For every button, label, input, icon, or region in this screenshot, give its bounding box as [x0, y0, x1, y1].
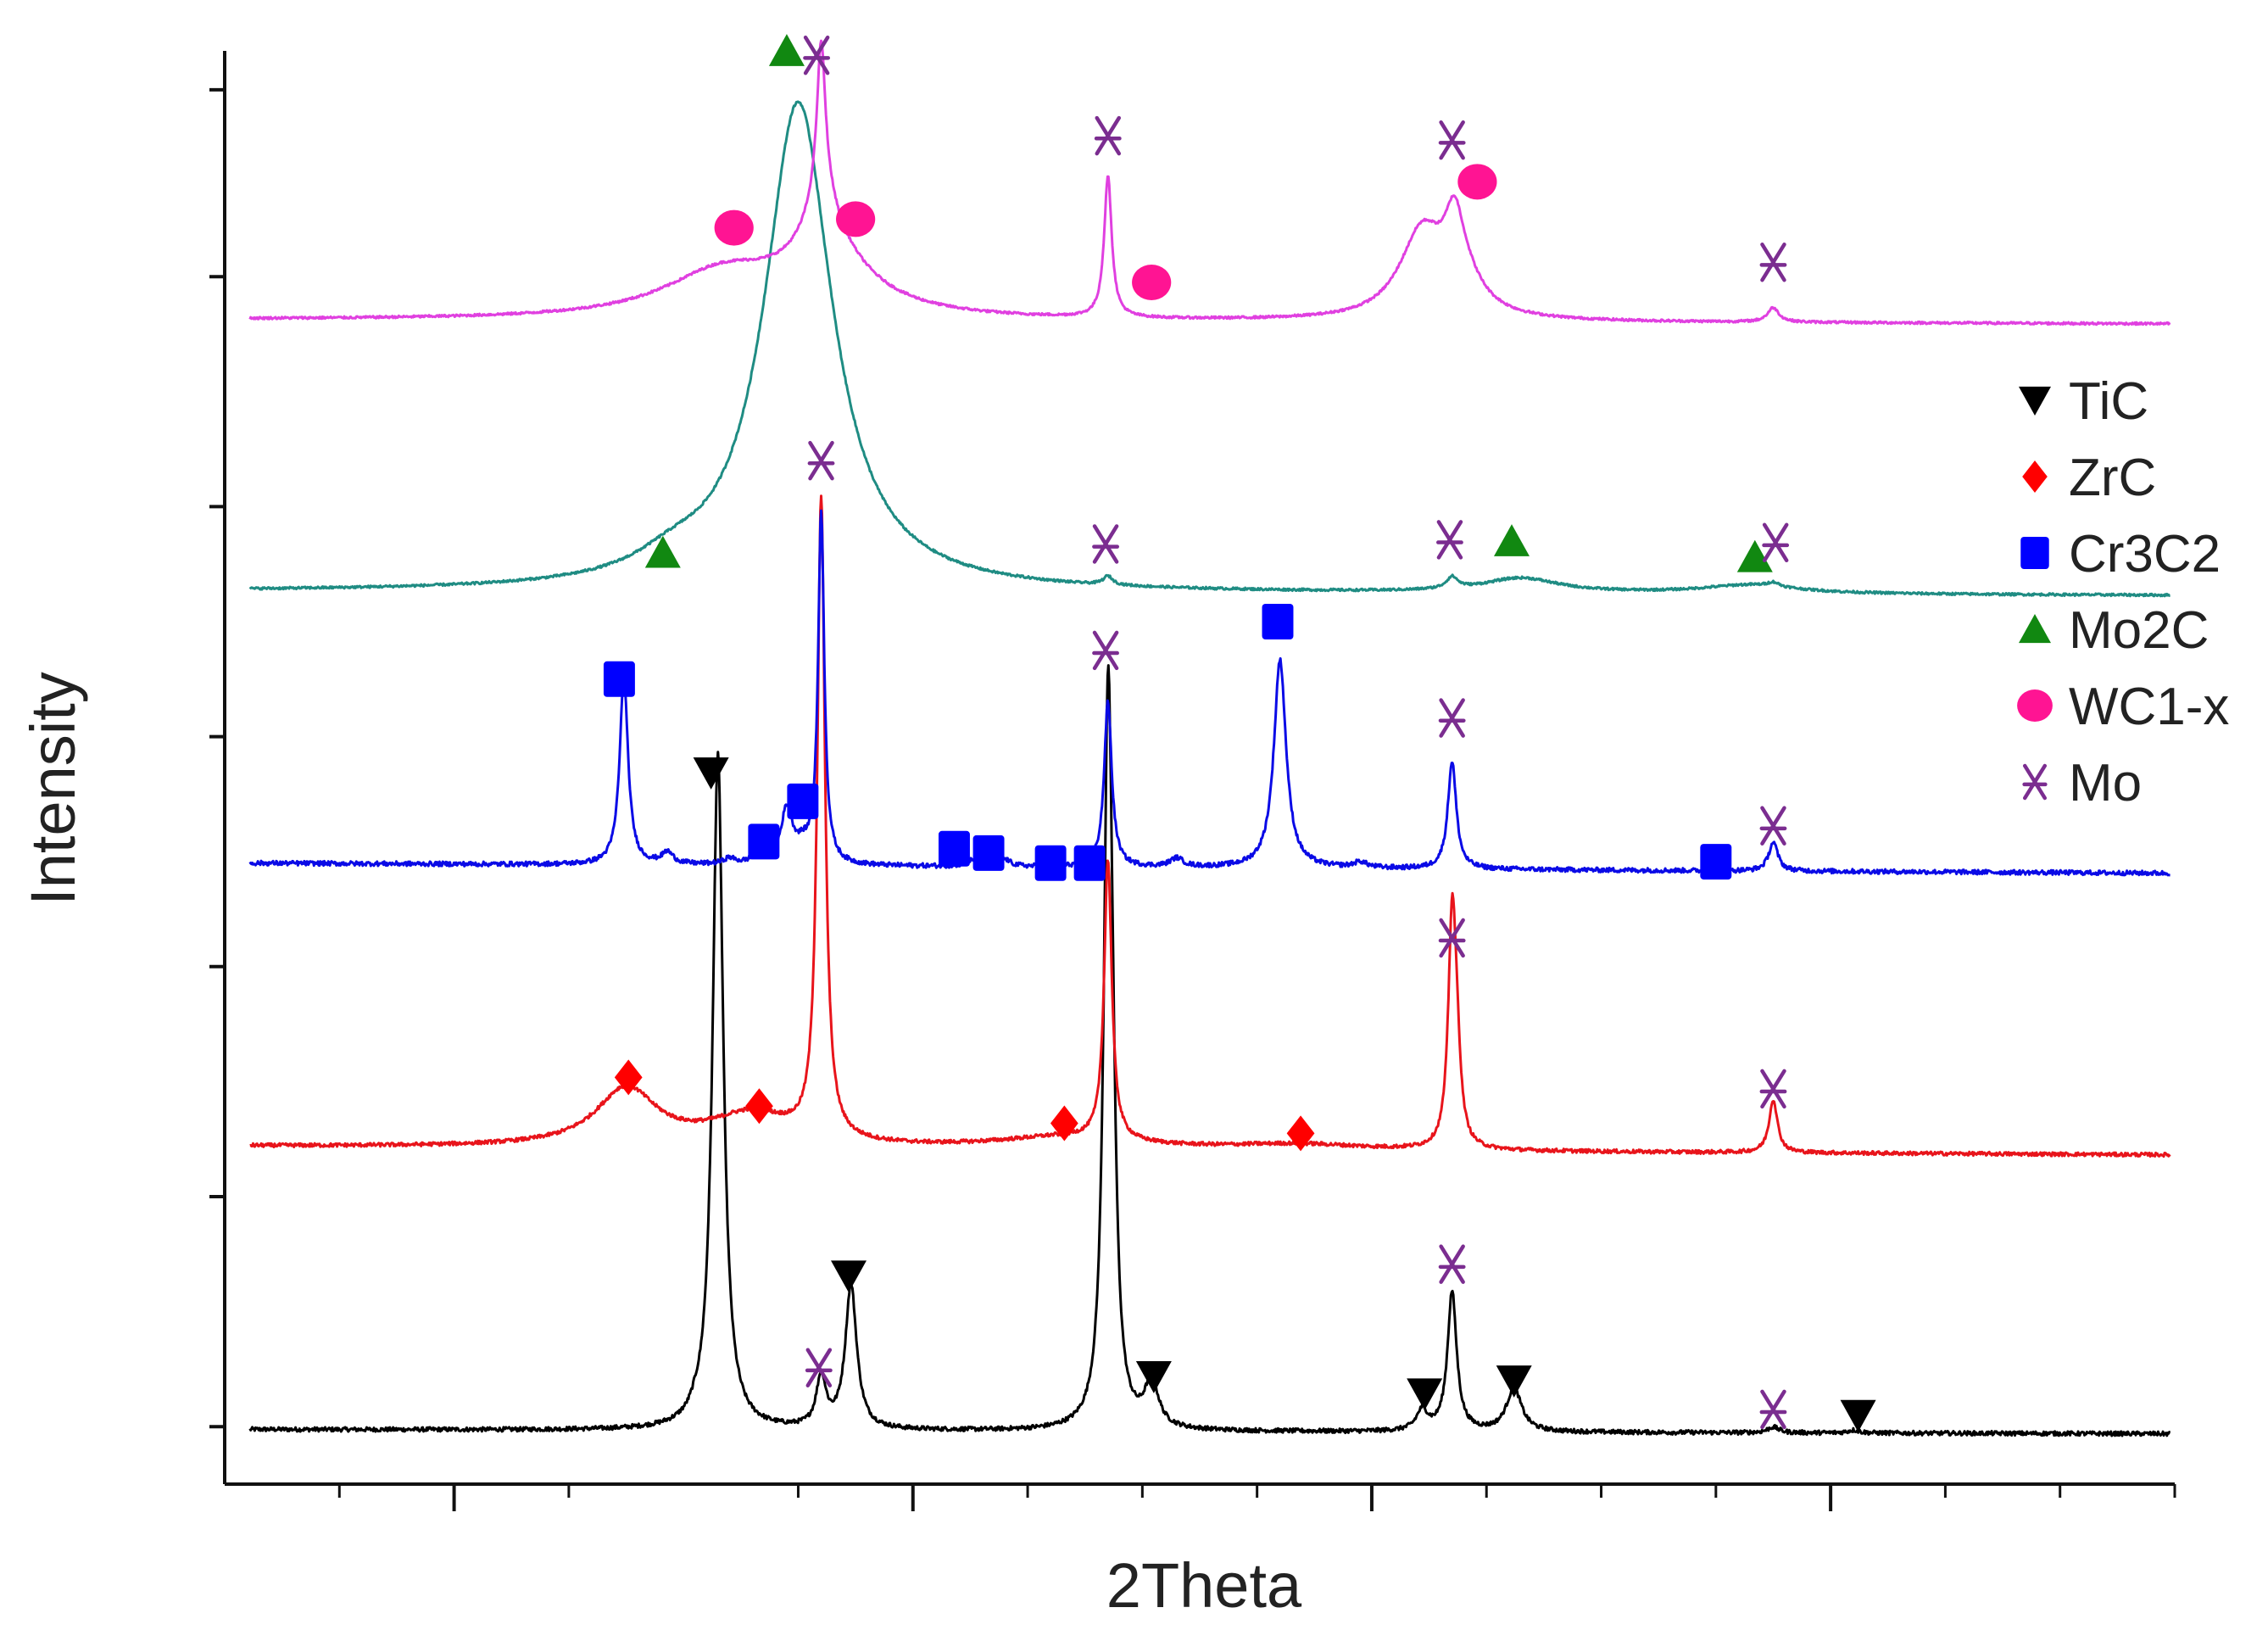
legend-marker-wc1-x [2017, 689, 2053, 722]
marker-mo-14-stroke [1439, 918, 1465, 958]
marker-tic-1 [693, 757, 729, 790]
x-axis-title: 2Theta [1106, 1550, 1302, 1621]
legend-label-wc1-x: WC1-x [2069, 678, 2229, 736]
marker-cr3c2-23 [1262, 604, 1294, 639]
legend-label-cr3c2: Cr3C2 [2069, 525, 2221, 583]
series-layer [248, 39, 2171, 1437]
marker-mo-26 [1438, 698, 1466, 738]
marker-mo-43 [1759, 243, 1787, 282]
marker-zrc-12 [1050, 1105, 1078, 1142]
marker-mo-34 [1762, 522, 1790, 563]
marker-mo-33 [1436, 520, 1463, 560]
marker-mo-26-stroke [1439, 698, 1465, 738]
legend: TiC ZrC Cr3C2 Mo2C WC1-x Mo [2017, 372, 2229, 812]
marker-mo2c-29 [1494, 524, 1530, 556]
marker-mo-7-stroke [805, 1348, 833, 1387]
marker-zrc-13 [1286, 1115, 1315, 1152]
legend-marker-zrc [2022, 461, 2048, 493]
marker-mo-25-stroke [1092, 630, 1119, 671]
marker-cr3c2-17 [748, 823, 780, 860]
marker-mo-41-stroke [1095, 115, 1122, 156]
axes [209, 51, 2176, 1511]
marker-mo-32 [1092, 524, 1119, 564]
marker-cr3c2-18 [787, 783, 819, 819]
legend-marker-mo-stroke [2022, 763, 2048, 801]
marker-tic-5 [1496, 1365, 1532, 1398]
legend-marker-mo [2022, 763, 2048, 801]
marker-tic-6 [1840, 1399, 1876, 1432]
marker-mo-36 [803, 35, 831, 75]
marker-mo-32-stroke [1092, 524, 1119, 564]
marker-mo-25 [1092, 630, 1119, 671]
marker-mo-27-stroke [1760, 806, 1786, 846]
marker-tic-3 [1135, 1361, 1172, 1393]
marker-mo-34-stroke [1762, 522, 1789, 563]
marker-mo-41 [1094, 115, 1122, 156]
legend-marker-mo2c [2019, 613, 2051, 644]
marker-mo2c-28 [644, 535, 681, 568]
legend-label-mo: Mo [2069, 754, 2142, 812]
legend-label-mo2c: Mo2C [2069, 601, 2209, 660]
legend-label-zrc: ZrC [2069, 449, 2156, 507]
marker-mo-7 [805, 1348, 833, 1387]
marker-wc1-x-39 [1132, 264, 1172, 300]
marker-mo-31-stroke [808, 440, 834, 481]
marker-cr3c2-19 [938, 830, 970, 867]
marker-mo-15-stroke [1760, 1069, 1786, 1109]
marker-tic-4 [1407, 1378, 1443, 1411]
marker-mo-27 [1759, 806, 1787, 846]
series-line-2 [249, 494, 2171, 1158]
marker-mo-42-stroke [1439, 120, 1465, 160]
marker-mo-14 [1438, 918, 1466, 958]
marker-wc1-x-40 [1457, 164, 1497, 200]
marker-mo-9 [1759, 1389, 1787, 1430]
series-line-4 [248, 100, 2171, 598]
marker-cr3c2-21 [1034, 845, 1067, 881]
marker-mo-9-stroke [1760, 1389, 1786, 1430]
legend-marker-tic [2019, 386, 2051, 416]
legend-marker-cr3c2 [2020, 537, 2049, 569]
marker-cr3c2-22 [1073, 845, 1106, 881]
marker-zrc-10 [614, 1059, 643, 1096]
marker-mo2c-30 [1736, 539, 1773, 572]
marker-cr3c2-20 [972, 835, 1005, 871]
marker-wc1-x-37 [714, 209, 754, 246]
marker-mo-36-stroke [803, 35, 830, 75]
legend-label-tic: TiC [2069, 372, 2148, 431]
series-line-1 [248, 664, 2171, 1437]
marker-cr3c2-16 [603, 661, 635, 697]
marker-mo-42 [1438, 120, 1466, 160]
series-line-5 [248, 39, 2171, 327]
marker-mo-31 [807, 440, 835, 481]
marker-mo-33-stroke [1436, 520, 1463, 560]
series-line-3 [248, 509, 2171, 877]
phase-marker-layer [603, 34, 1876, 1432]
y-axis-title: Intensity [18, 672, 88, 906]
marker-cr3c2-24 [1700, 844, 1732, 880]
marker-zrc-11 [745, 1088, 773, 1125]
marker-wc1-x-38 [836, 201, 876, 237]
marker-mo-8 [1438, 1244, 1466, 1284]
marker-mo-15 [1759, 1069, 1787, 1109]
marker-tic-2 [831, 1260, 867, 1293]
marker-mo-43-stroke [1760, 243, 1786, 282]
marker-mo-8-stroke [1439, 1244, 1465, 1284]
marker-mo2c-35 [768, 34, 805, 66]
